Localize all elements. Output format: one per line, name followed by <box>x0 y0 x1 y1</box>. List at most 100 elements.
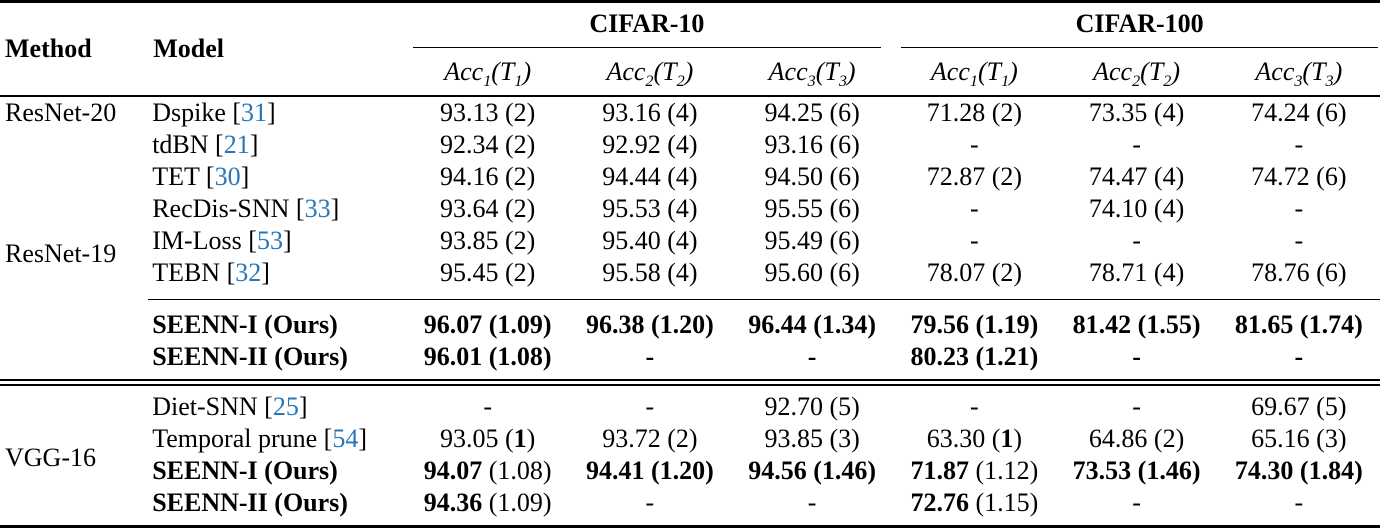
value-cell: 72.76 (1.15) <box>910 488 1039 517</box>
subcolumn-header-acc2-group2: Acc2(T2) <box>1055 48 1218 97</box>
model-cell: Diet-SNN [25] <box>152 392 308 421</box>
value-cell: 94.56 (1.46) <box>748 456 877 485</box>
value-cell: - <box>970 130 979 159</box>
table-row: TET [30] 94.16 (2) 94.44 (4) 94.50 (6) 72.87… <box>0 161 1380 193</box>
citation-link[interactable]: 53 <box>256 226 283 255</box>
value-cell: - <box>1294 488 1304 517</box>
table-row: SEENN-I (Ours) 94.07 (1.08) 94.41 (1.20) 94… <box>0 455 1380 487</box>
value-cell: - <box>645 342 655 371</box>
value-cell: 93.72 (2) <box>602 424 698 453</box>
value-cell: 78.71 (4) <box>1088 258 1185 287</box>
value-cell: - <box>807 488 817 517</box>
value-cell: - <box>645 488 655 517</box>
value-cell: 74.30 (1.84) <box>1234 456 1363 485</box>
table-row: RecDis-SNN [33] 93.64 (2) 95.53 (4) 95.55 (… <box>0 193 1380 225</box>
value-cell: - <box>1132 226 1141 255</box>
value-cell: - <box>1132 342 1141 371</box>
value-cell: 96.38 (1.20) <box>568 299 731 341</box>
value-cell: 81.65 (1.74) <box>1217 299 1380 341</box>
citation-link[interactable]: 21 <box>223 130 250 159</box>
method-cell: ResNet-20 <box>5 98 117 127</box>
value-cell: 95.60 (6) <box>764 258 860 287</box>
table-row: ResNet-19 tdBN [21] 92.34 (2) 92.92 (4) 93.1… <box>0 129 1380 268</box>
value-cell: 72.87 (2) <box>926 162 1023 191</box>
model-cell: TEBN [32] <box>152 258 270 287</box>
value-cell: 63.30 (1) <box>926 424 1023 453</box>
value-cell: 71.87 (1.12) <box>910 456 1039 485</box>
value-cell: 93.05 (1) <box>440 424 536 453</box>
table-header: Method Model CIFAR-10 CIFAR-100 Acc1(T1)… <box>0 1 1380 97</box>
value-cell: 95.40 (4) <box>602 226 698 255</box>
subcolumn-header-acc2-group1: Acc2(T2) <box>568 48 731 97</box>
table-row: IM-Loss [53] 93.85 (2) 95.40 (4) 95.49 (6) -… <box>0 225 1380 257</box>
value-cell: 96.44 (1.34) <box>731 299 894 341</box>
model-cell: SEENN-I (Ours) <box>152 456 338 485</box>
value-cell: - <box>1132 488 1141 517</box>
method-cell: ResNet-19 <box>5 239 117 268</box>
table-body: ResNet-20 Dspike [31] 93.13 (2) 93.16 (4) 94… <box>0 96 1380 527</box>
cifar100-group-header: CIFAR-100 <box>893 2 1380 48</box>
model-cell: SEENN-II (Ours) <box>152 342 348 371</box>
value-cell: 94.36 (1.09) <box>423 488 552 517</box>
value-cell: 93.85 (2) <box>440 226 536 255</box>
value-cell: - <box>483 392 492 421</box>
value-cell: 74.24 (6) <box>1251 98 1347 127</box>
table-row: SEENN-II (Ours) 96.01 (1.08) - - 80.23 (1.21… <box>0 341 1380 380</box>
value-cell: 94.50 (6) <box>764 162 860 191</box>
cifar10-group-label: CIFAR-10 <box>412 9 882 48</box>
value-cell: - <box>1294 226 1304 255</box>
citation-link[interactable]: 54 <box>332 424 359 453</box>
value-cell: 71.28 (2) <box>926 98 1023 127</box>
value-cell: - <box>1294 342 1304 371</box>
model-cell: TET [30] <box>152 162 250 191</box>
value-cell: 95.55 (6) <box>764 194 860 223</box>
value-cell: 69.67 (5) <box>1251 392 1347 421</box>
value-cell: 94.07 (1.08) <box>423 456 552 485</box>
model-cell: IM-Loss [53] <box>152 226 292 255</box>
value-cell: 95.49 (6) <box>764 226 860 255</box>
value-cell: 74.72 (6) <box>1251 162 1347 191</box>
citation-link[interactable]: 30 <box>214 162 241 191</box>
value-cell: 81.42 (1.55) <box>1055 299 1218 341</box>
value-cell: 94.41 (1.20) <box>585 456 714 485</box>
citation-link[interactable]: 31 <box>241 98 268 127</box>
value-cell: 95.58 (4) <box>602 258 698 287</box>
subcolumn-header-acc3-group1: Acc3(T3) <box>731 48 894 97</box>
value-cell: 79.56 (1.19) <box>893 299 1056 341</box>
citation-link[interactable]: 32 <box>235 258 262 287</box>
subcolumn-header-row: Acc1(T1) Acc2(T2) Acc3(T3) Acc1(T1) Acc2(T2)… <box>0 48 1380 97</box>
model-cell: Dspike [31] <box>152 98 276 127</box>
value-cell: 74.47 (4) <box>1088 162 1185 191</box>
cifar100-group-label: CIFAR-100 <box>901 9 1378 48</box>
table-row: VGG-16 Diet-SNN [25] - - 92.70 (5) - - 69.67 (5… <box>0 385 1380 472</box>
value-cell: 92.92 (4) <box>602 130 698 159</box>
value-cell: 96.07 (1.09) <box>406 299 569 341</box>
value-cell: - <box>807 342 817 371</box>
value-cell: 93.13 (2) <box>440 98 536 127</box>
table-row: SEENN-II (Ours) 94.36 (1.09) - - 72.76 (1.15… <box>0 487 1380 527</box>
method-column-header: Method <box>0 1 149 97</box>
value-cell: - <box>970 392 979 421</box>
model-cell: tdBN [21] <box>152 130 259 159</box>
value-cell: 94.16 (2) <box>440 162 536 191</box>
value-cell: 73.35 (4) <box>1088 98 1185 127</box>
value-cell: 94.25 (6) <box>764 98 860 127</box>
table-row: TEBN [32] 95.45 (2) 95.58 (4) 95.60 (6) 78.0… <box>0 257 1380 300</box>
value-cell: 95.53 (4) <box>602 194 698 223</box>
model-cell: SEENN-II (Ours) <box>152 488 348 517</box>
value-cell: - <box>645 392 655 421</box>
value-cell: 73.53 (1.46) <box>1072 456 1201 485</box>
citation-link[interactable]: 25 <box>272 392 299 421</box>
method-cell: VGG-16 <box>5 443 96 472</box>
value-cell: 64.86 (2) <box>1088 424 1185 453</box>
value-cell: - <box>1294 194 1304 223</box>
citation-link[interactable]: 33 <box>304 194 331 223</box>
section-divider <box>0 379 1380 386</box>
value-cell: 93.16 (4) <box>602 98 698 127</box>
model-column-header: Model <box>148 1 407 97</box>
section-divider-line <box>0 379 1380 386</box>
model-cell: Temporal prune [54] <box>152 424 367 453</box>
value-cell: 80.23 (1.21) <box>910 342 1039 371</box>
value-cell: 95.45 (2) <box>440 258 536 287</box>
